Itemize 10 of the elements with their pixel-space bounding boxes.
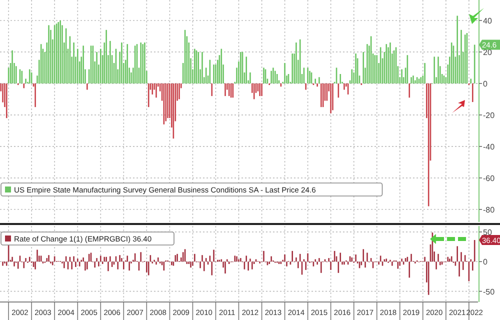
y-tick-label: -20 (483, 110, 496, 120)
y-tick-label: 0 (483, 79, 488, 88)
y-tick-label: -50 (483, 287, 496, 296)
y-tick-label: -40 (483, 142, 496, 152)
y-tick-label: 0 (483, 258, 488, 267)
y-tick-label: 20 (483, 48, 492, 57)
y-tick-label: 50 (483, 228, 492, 237)
y-tick-label: 40 (483, 16, 492, 26)
y-tick-label: -80 (483, 205, 496, 214)
y-tick-label: -60 (483, 174, 496, 183)
